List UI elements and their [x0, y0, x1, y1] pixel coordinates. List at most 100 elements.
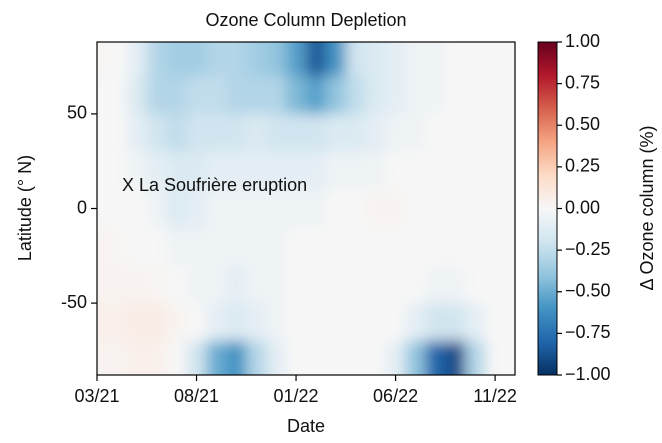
- contour-cell: [226, 113, 247, 153]
- contour-cell: [286, 265, 307, 304]
- contour-cell: [385, 227, 407, 266]
- contour-cell: [126, 303, 148, 342]
- contour-cell: [306, 303, 327, 342]
- contour-cell: [306, 151, 327, 191]
- contour-cell: [425, 151, 446, 191]
- contour-cell: [146, 303, 168, 342]
- contour-cell: [226, 76, 247, 115]
- contour-cell: [146, 151, 168, 191]
- contour-cell: [505, 76, 515, 115]
- contour-cell: [485, 189, 506, 228]
- contour-cell: [325, 189, 347, 228]
- contour-cell: [106, 189, 128, 228]
- contour-cell: [345, 189, 367, 228]
- colorbar-tick-label: −0.75: [565, 322, 611, 342]
- contour-cell: [485, 76, 506, 115]
- contour-cell: [106, 113, 128, 153]
- contour-cell: [445, 265, 466, 304]
- contour-cell: [266, 113, 287, 153]
- contour-cell: [206, 227, 227, 266]
- contour-cell: [425, 42, 446, 77]
- contour-cell: [425, 303, 446, 342]
- contour-cell: [445, 76, 466, 115]
- contour-cell: [266, 189, 287, 228]
- contour-cell: [246, 113, 267, 153]
- contour-cell: [166, 151, 188, 191]
- contour-cell: [97, 340, 108, 375]
- contour-cell: [206, 303, 227, 342]
- contour-cell: [385, 42, 407, 77]
- colorbar-tick-label: −0.50: [565, 281, 611, 301]
- contour-cell: [286, 189, 307, 228]
- contour-cell: [445, 189, 466, 228]
- contour-cell: [365, 265, 387, 304]
- contour-cell: [246, 265, 267, 304]
- contour-cell: [106, 76, 128, 115]
- contour-cell: [126, 227, 148, 266]
- contour-cell: [385, 265, 407, 304]
- contour-cell: [106, 151, 128, 191]
- contour-cell: [405, 76, 426, 115]
- contour-cell: [106, 42, 128, 77]
- contour-cell: [485, 340, 506, 375]
- contour-cell: [485, 151, 506, 191]
- contour-cell: [146, 76, 168, 115]
- contour-cell: [465, 113, 486, 153]
- contour-cell: [425, 227, 446, 266]
- contour-cell: [206, 151, 227, 191]
- contour-cell: [325, 340, 347, 375]
- contour-cell: [425, 76, 446, 115]
- contour-cell: [246, 303, 267, 342]
- contour-cell: [345, 227, 367, 266]
- contour-cell: [485, 42, 506, 77]
- contour-cell: [97, 265, 108, 304]
- y-tick-label: 50: [67, 103, 87, 123]
- contour-cell: [365, 113, 387, 153]
- colorbar-tick-label: 0.25: [565, 156, 600, 176]
- contour-cell: [385, 189, 407, 228]
- contour-cell: [246, 340, 267, 375]
- contour-cell: [345, 265, 367, 304]
- contour-cell: [166, 227, 188, 266]
- y-tick-label: 0: [77, 197, 87, 217]
- contour-cell: [126, 151, 148, 191]
- contour-cell: [465, 42, 486, 77]
- colorbar-tick-label: −0.25: [565, 239, 611, 259]
- contour-cell: [97, 189, 108, 228]
- x-tick-label: 08/21: [174, 386, 219, 406]
- contour-cell: [286, 42, 307, 77]
- contour-cell: [226, 303, 247, 342]
- contour-cell: [405, 189, 426, 228]
- colorbar-tick-label: −1.00: [565, 364, 611, 384]
- contour-cell: [166, 42, 188, 77]
- annotation: X La Soufrière eruption: [122, 175, 307, 195]
- contour-cell: [146, 42, 168, 77]
- contour-cell: [146, 340, 168, 375]
- contour-cell: [345, 76, 367, 115]
- colorbar-tick-label: 0.00: [565, 197, 600, 217]
- contour-cell: [345, 42, 367, 77]
- contour-cell: [126, 265, 148, 304]
- contour-cell: [126, 113, 148, 153]
- colorbar-tick-label: 0.50: [565, 114, 600, 134]
- contour-cell: [106, 303, 128, 342]
- contour-cell: [306, 113, 327, 153]
- colorbar-tick-label: 1.00: [565, 31, 600, 51]
- contour-cell: [306, 42, 327, 77]
- contour-cell: [126, 42, 148, 77]
- contour-cell: [226, 227, 247, 266]
- contour-cell: [126, 76, 148, 115]
- contour-cell: [505, 189, 515, 228]
- contour-cell: [286, 76, 307, 115]
- contour-cell: [325, 303, 347, 342]
- contour-cell: [286, 303, 307, 342]
- colorbar-tick-label: 0.75: [565, 72, 600, 92]
- contour-cell: [385, 340, 407, 375]
- contour-cell: [97, 303, 108, 342]
- contour-cell: [166, 189, 188, 228]
- contour-cell: [325, 42, 347, 77]
- contour-cell: [405, 113, 426, 153]
- contour-cell: [425, 113, 446, 153]
- contour-cell: [385, 303, 407, 342]
